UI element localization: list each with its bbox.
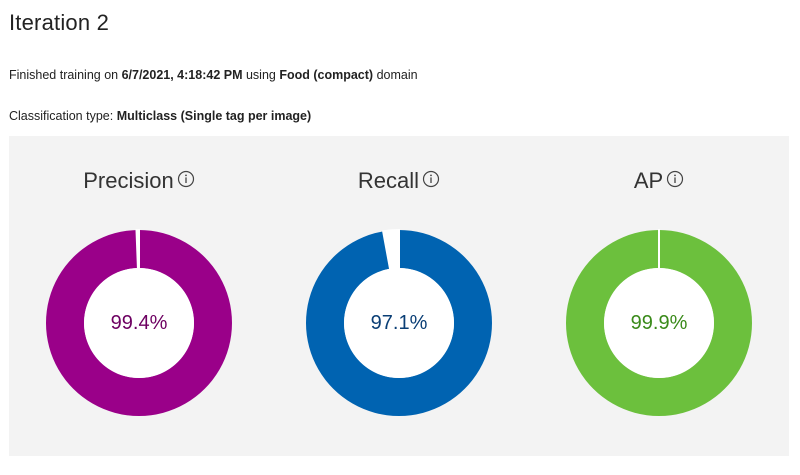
training-info: Finished training on 6/7/2021, 4:18:42 P… [9,68,418,82]
metric-card-precision: Precision 99.4% [9,136,269,456]
ap-donut [565,229,752,416]
classification-prefix: Classification type: [9,109,117,123]
classification-type: Multiclass (Single tag per image) [116,109,312,123]
info-icon[interactable] [666,168,684,194]
donut-separator [658,229,660,269]
donut-separator [138,229,140,269]
page-title: Iteration 2 [9,10,110,35]
recall-donut [305,229,492,416]
donut-hole [344,268,454,378]
donut-hole [84,268,194,378]
metric-value-precision: 99.4% [110,312,168,334]
training-prefix: Finished training on [9,68,122,82]
metric-card-recall: Recall 97.1% [269,136,529,456]
precision-donut [45,229,232,416]
metric-header-recall: Recall [269,168,529,195]
donut-separator [398,229,400,269]
donut-remainder [381,229,399,270]
donut-ring [45,230,232,416]
training-suffix: domain [373,68,418,82]
training-datetime: 6/7/2021, 4:18:42 PM [121,68,243,82]
classification-info: Classification type: Multiclass (Single … [9,109,311,123]
metric-header-ap: AP [529,168,789,195]
donut-ring [565,230,752,416]
metrics-panel: Precision 99.4% Recall 97.1% AP 99.9% [9,136,789,456]
training-domain: Food (compact) [279,68,374,82]
donut-hole [604,268,714,378]
metric-value-ap: 99.9% [630,312,688,334]
donut-ring [305,230,492,416]
info-icon[interactable] [422,168,440,194]
metric-header-precision: Precision [9,168,269,195]
metric-value-recall: 97.1% [370,312,428,334]
info-icon[interactable] [177,168,195,194]
metric-label-precision: Precision [83,168,174,193]
metric-card-ap: AP 99.9% [529,136,789,456]
metric-label-ap: AP [633,168,664,193]
training-middle: using [242,68,280,82]
metric-label-recall: Recall [357,168,420,193]
